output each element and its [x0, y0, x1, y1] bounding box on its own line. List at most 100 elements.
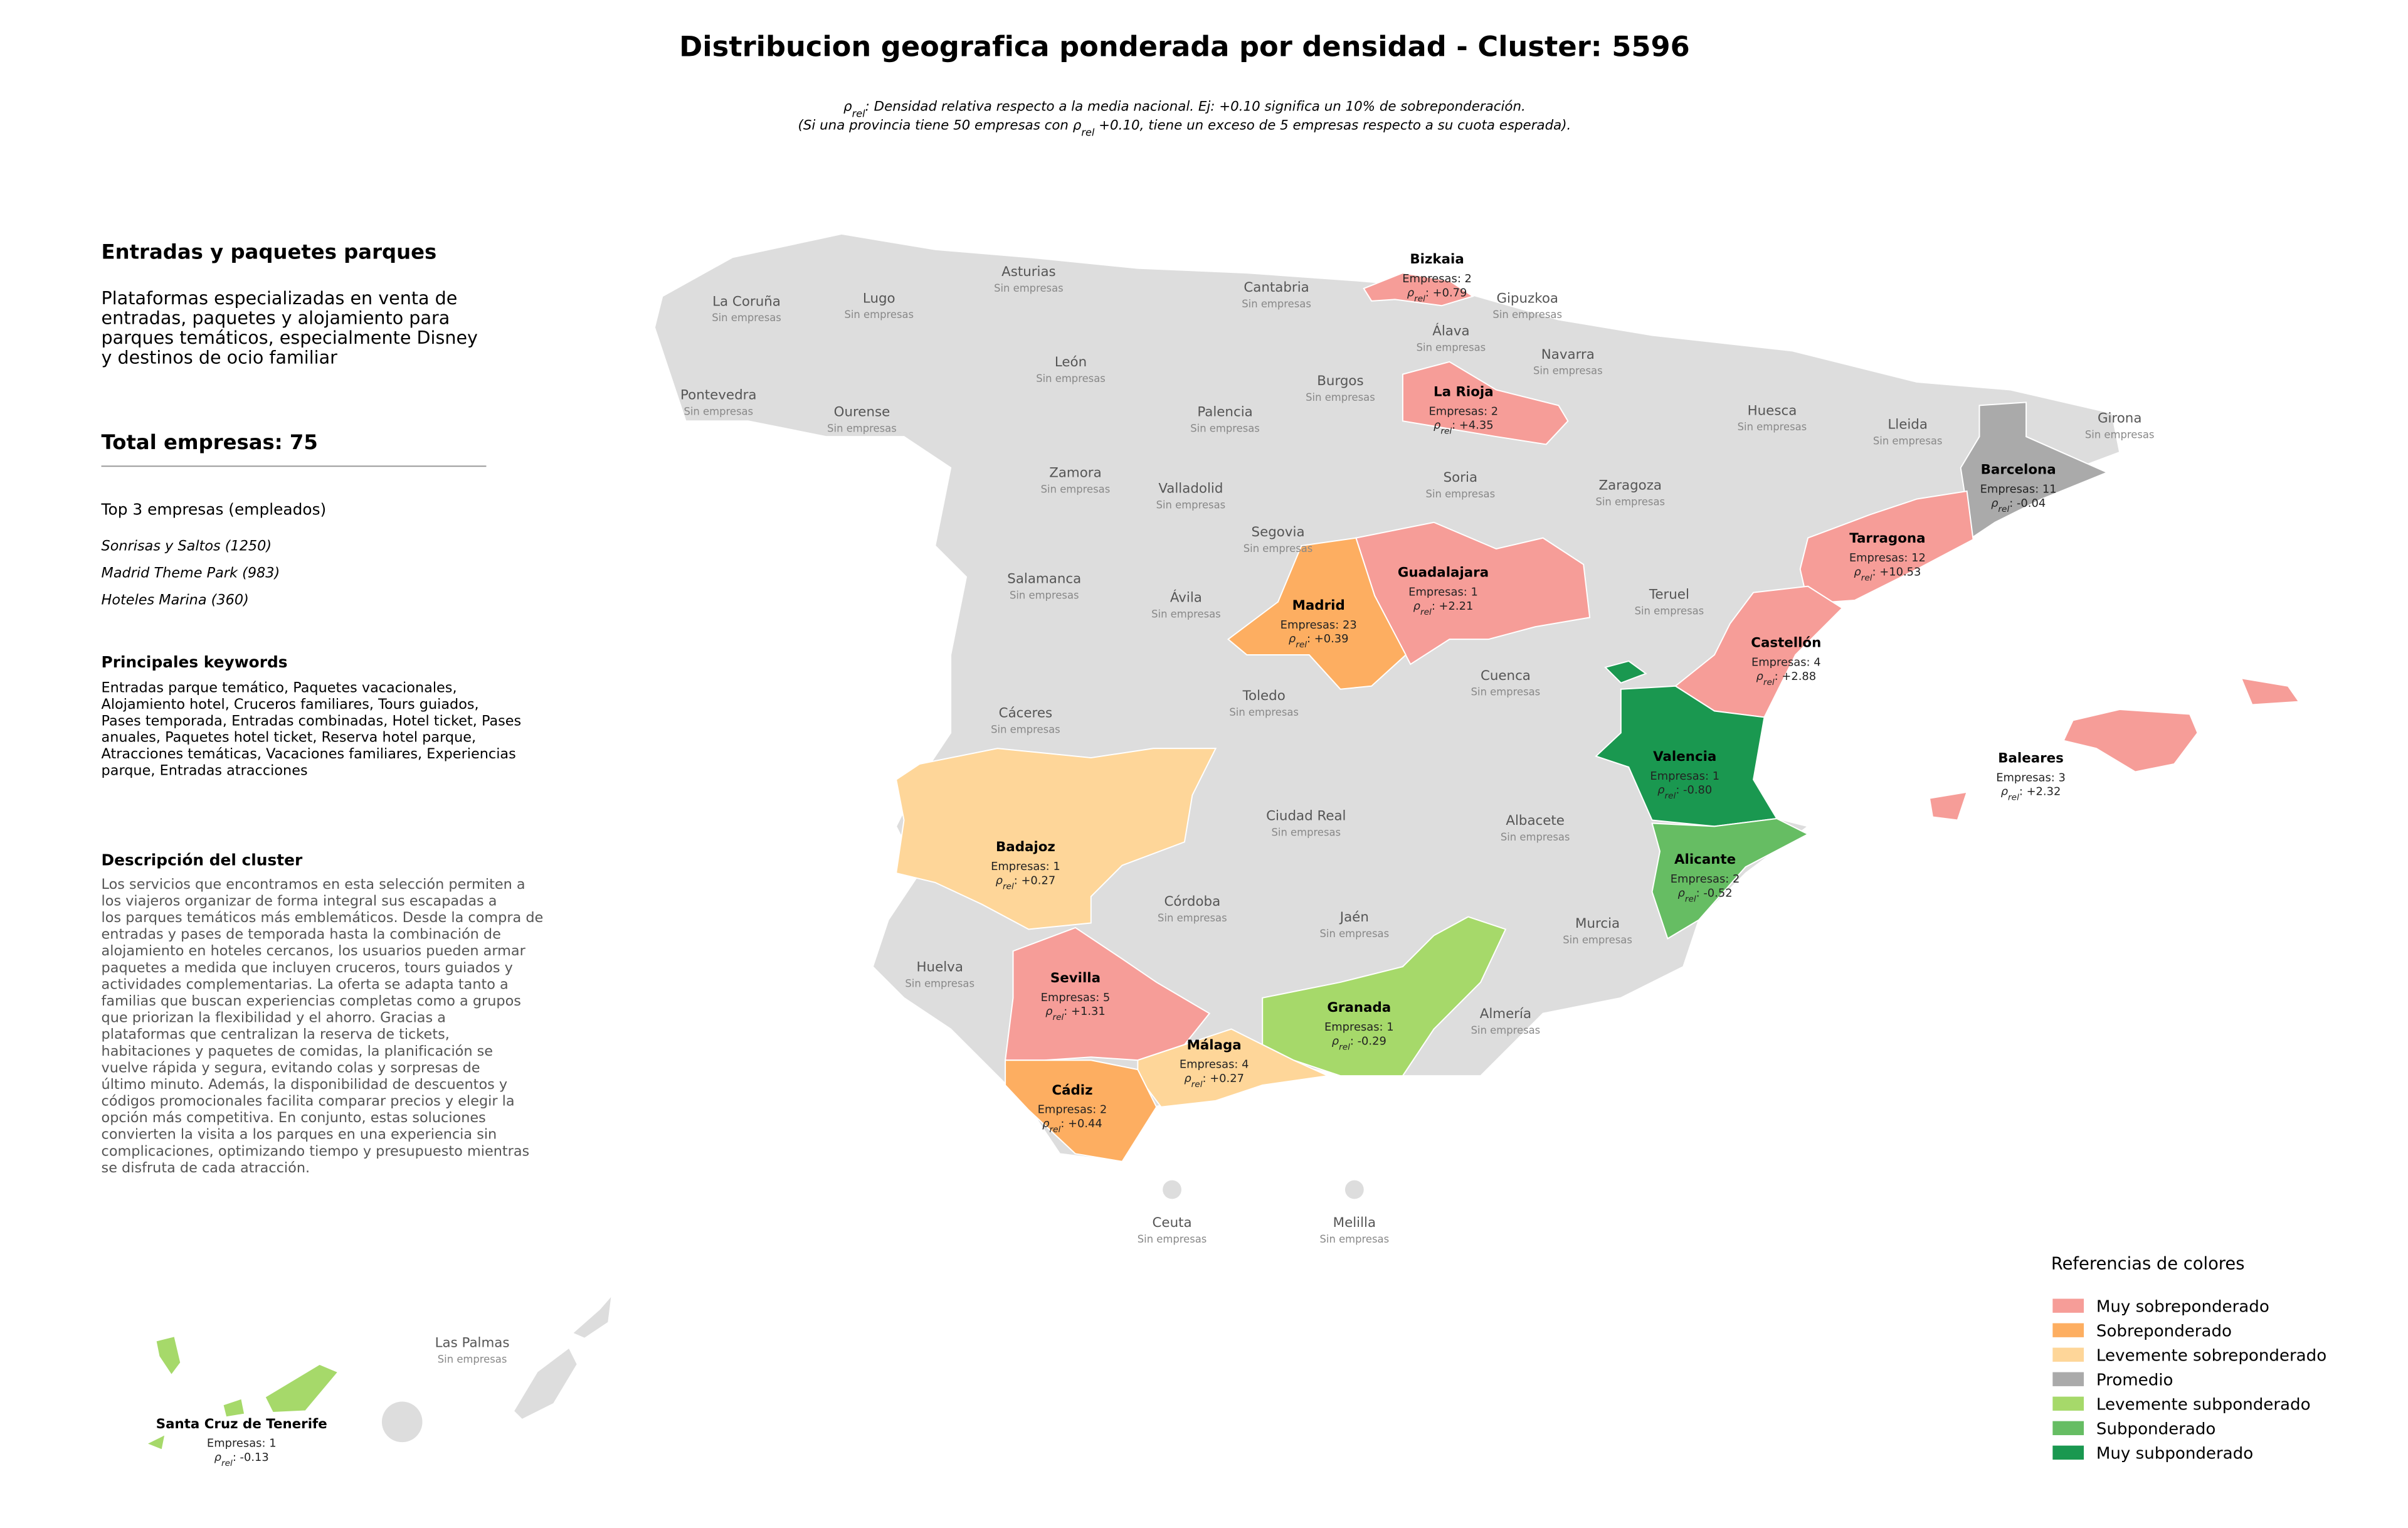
rho-sub: rel: [2008, 793, 2019, 803]
rho-symbol: ρ: [996, 874, 1003, 887]
province-name: La Coruña: [712, 294, 781, 309]
keywords-heading: Principales keywords: [102, 653, 288, 671]
province-rho: ρrel: +10.53: [1854, 565, 1921, 583]
rho-symbol: ρ: [1289, 632, 1296, 645]
province-count: Empresas: 1: [1650, 770, 1719, 783]
rho-sub: rel: [1685, 894, 1696, 904]
rho-symbol: ρ: [1991, 497, 1999, 510]
province-status: Sin empresas: [1138, 1233, 1207, 1245]
legend-swatch: [2052, 1323, 2084, 1337]
province-name: Ceuta: [1153, 1215, 1192, 1231]
subtitle-part: rel: [852, 107, 866, 119]
rho-sub: rel: [1665, 791, 1676, 801]
province-name: Cáceres: [999, 705, 1052, 721]
rho-sub: rel: [1050, 1125, 1061, 1135]
province-status: Sin empresas: [1533, 365, 1603, 377]
province-rho: ρrel: -0.29: [1332, 1034, 1386, 1052]
mainland: [653, 233, 2121, 1162]
province-status: Sin empresas: [1471, 686, 1541, 698]
province-name: Almería: [1480, 1006, 1531, 1022]
province-status: Sin empresas: [827, 423, 897, 435]
province-shape: [1960, 401, 2109, 539]
subtitle-part: : Densidad relativa respecto a la media …: [865, 99, 1526, 115]
lanzarote-shape: [573, 1297, 611, 1338]
province-rho: ρrel: +2.21: [1413, 600, 1474, 617]
keywords-line: Alojamiento hotel, Cruceros familiares, …: [102, 696, 479, 713]
ceuta-shape: [1163, 1180, 1181, 1199]
rho-symbol: ρ: [1854, 565, 1861, 578]
rho-symbol: ρ: [2001, 785, 2009, 798]
province-status: Sin empresas: [712, 312, 781, 324]
rho-sub: rel: [1861, 573, 1872, 583]
subtitle-part: rel: [1081, 126, 1095, 138]
province-name: Teruel: [1649, 587, 1689, 603]
subtitle: (Si una provincia tiene 50 empresas con …: [798, 117, 1571, 138]
description-line: convierten la visita a los parques en un…: [102, 1127, 497, 1143]
province-count: Empresas: 11: [1980, 483, 2057, 496]
province-name: Granada: [1327, 1000, 1391, 1016]
province-count: Empresas: 2: [1402, 272, 1472, 285]
province-name: Jaén: [1339, 910, 1369, 925]
province-name: Barcelona: [1981, 462, 2056, 478]
legend-swatch: [2052, 1396, 2084, 1411]
title: Distribucion geografica ponderada por de…: [679, 30, 1690, 63]
province-name: Valladolid: [1158, 481, 1223, 497]
keywords-line: parque, Entradas atracciones: [102, 762, 308, 778]
province-name: Las Palmas: [435, 1335, 510, 1351]
province-status: Sin empresas: [1426, 488, 1496, 500]
rho-sub: rel: [1763, 677, 1775, 687]
province-name: Córdoba: [1164, 894, 1221, 910]
rho-symbol: ρ: [1657, 783, 1665, 797]
gran-canaria-shape: [381, 1401, 423, 1443]
legend-swatch: [2052, 1347, 2084, 1362]
province-rho: ρrel: -0.13: [214, 1451, 269, 1468]
province-status: Sin empresas: [1271, 826, 1341, 838]
province-shape: [264, 1363, 339, 1413]
province-count: Empresas: 1: [207, 1437, 277, 1450]
province-status: Sin empresas: [1563, 934, 1632, 946]
rho-value: : -0.29: [1350, 1034, 1386, 1048]
rho-symbol: ρ: [1407, 286, 1415, 299]
province-name: Ciudad Real: [1266, 808, 1346, 824]
province-status: Sin empresas: [1190, 423, 1260, 435]
province-count: Empresas: 2: [1671, 873, 1740, 886]
rho-value: : +2.32: [2019, 785, 2061, 798]
top-item: Madrid Theme Park (983): [102, 565, 280, 581]
rho-symbol: ρ: [1756, 670, 1763, 683]
province-count: Empresas: 2: [1428, 405, 1498, 418]
province-rho: ρrel: +2.32: [2001, 785, 2061, 803]
rho-sub: rel: [1339, 1042, 1350, 1052]
description-line: plataformas que centralizan la reserva d…: [102, 1026, 450, 1043]
province-name: León: [1055, 354, 1087, 370]
rho-symbol: ρ: [1184, 1072, 1191, 1085]
description-line: los viajeros organizar de forma integral…: [102, 893, 497, 909]
province-status: Sin empresas: [1417, 341, 1486, 353]
rho-symbol: ρ: [1413, 600, 1421, 613]
description-line: opción más competitiva. En conjunto, est…: [102, 1110, 486, 1126]
description-line: alojamiento en hoteles cercanos, los usu…: [102, 943, 526, 959]
rho-value: : +0.39: [1307, 632, 1348, 645]
rho-symbol: ρ: [1042, 1117, 1050, 1130]
province-status: Sin empresas: [1229, 706, 1299, 718]
keywords-line: Atracciones temáticas, Vacaciones famili…: [102, 746, 516, 762]
province-shape: [1363, 272, 1475, 307]
legend-label: Sobreponderado: [2096, 1322, 2232, 1341]
rho-sub: rel: [1998, 504, 2009, 514]
rho-sub: rel: [1003, 881, 1014, 891]
province-rho: ρrel: +0.79: [1407, 286, 1467, 304]
rho-value: : +4.35: [1452, 419, 1493, 432]
province-shape: [1227, 537, 1407, 690]
rho-value: : +2.88: [1775, 670, 1816, 683]
province-count: Empresas: 3: [1996, 771, 2066, 784]
description-line: vuelve rápida y segura, evitando colas y…: [102, 1059, 480, 1076]
summary-line: entradas, paquetes y alojamiento para: [102, 307, 450, 328]
province-status: Sin empresas: [1306, 391, 1375, 403]
province-name: Cantabria: [1244, 280, 1309, 295]
province-count: Empresas: 23: [1281, 618, 1357, 632]
province-name: Bizkaia: [1410, 252, 1464, 267]
legend-swatch: [2052, 1445, 2084, 1460]
rho-value: : +0.27: [1014, 874, 1055, 887]
province-name: Zaragoza: [1599, 478, 1662, 494]
legend-label: Levemente sobreponderado: [2096, 1347, 2326, 1366]
